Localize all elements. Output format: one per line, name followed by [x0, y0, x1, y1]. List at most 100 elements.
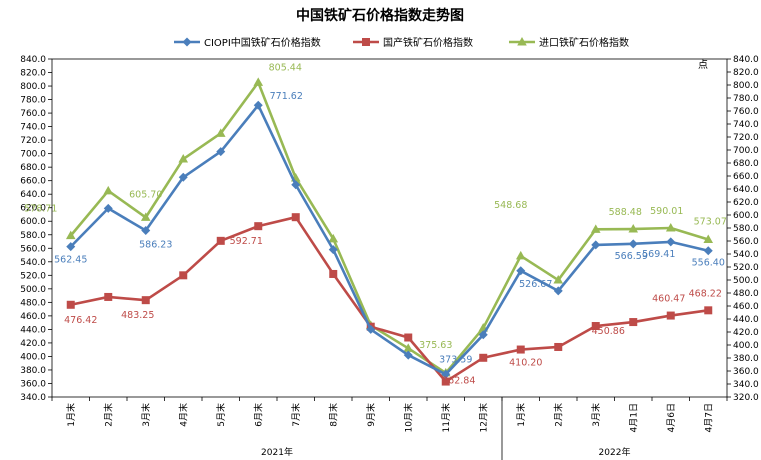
y-tick-label-right: 580.0	[733, 224, 759, 234]
data-point	[404, 333, 413, 342]
legend-label: 进口铁矿石价格指数	[539, 36, 629, 49]
data-point	[103, 185, 114, 195]
data-label: 548.68	[494, 200, 527, 211]
y-tick-label-right: 720.0	[733, 133, 759, 143]
data-label: 450.86	[592, 326, 625, 337]
y-tick-label-right: 740.0	[733, 120, 759, 130]
x-tick-label: 3月末	[140, 403, 152, 427]
data-label: 556.40	[692, 258, 725, 269]
data-point	[703, 246, 713, 256]
data-point	[403, 350, 413, 360]
y-tick-label-left: 480.0	[20, 298, 46, 308]
series-line	[69, 103, 709, 376]
y-tick-label-left: 680.0	[20, 163, 46, 173]
series-2	[65, 77, 714, 377]
data-label: 605.70	[129, 189, 162, 200]
y-tick-label-right: 640.0	[733, 185, 759, 195]
y-tick-label-right: 840.0	[733, 55, 759, 65]
y-tick-label-right: 660.0	[733, 172, 759, 182]
series-line	[69, 81, 709, 375]
y-tick-label-right: 480.0	[733, 289, 759, 299]
y-tick-label-right: 500.0	[733, 276, 759, 286]
data-point	[553, 275, 564, 284]
data-point	[628, 239, 638, 249]
data-point	[178, 154, 189, 163]
data-point	[478, 330, 488, 340]
data-point	[666, 237, 676, 247]
legend-label: CIOPI中国铁矿石价格指数	[204, 36, 321, 49]
series-0	[66, 100, 713, 379]
data-point	[328, 245, 338, 255]
data-point	[516, 345, 525, 354]
data-point	[441, 377, 450, 386]
legend: CIOPI中国铁矿石价格指数 国产铁矿石价格指数 进口铁矿石价格指数	[174, 36, 629, 49]
data-point	[554, 342, 563, 351]
y-tick-label-right: 760.0	[733, 107, 759, 117]
data-point	[666, 311, 675, 320]
y-tick-label-left: 800.0	[20, 82, 46, 92]
x-tick-label: 10月末	[402, 403, 414, 432]
y-tick-label-left: 600.0	[20, 217, 46, 227]
data-label: 578.71	[24, 204, 57, 215]
y-tick-label-right: 700.0	[733, 146, 759, 156]
y-unit-label: 点	[698, 59, 708, 71]
data-point	[215, 128, 226, 137]
x-tick-label: 2月末	[552, 403, 564, 427]
y-tick-label-right: 400.0	[733, 341, 759, 351]
data-label: 592.71	[230, 236, 263, 247]
data-point	[591, 322, 600, 331]
x-tick-label: 9月末	[365, 403, 377, 427]
y-tick-label-right: 800.0	[733, 81, 759, 91]
data-point	[179, 271, 188, 280]
y-tick-label-left: 840.0	[20, 55, 46, 65]
data-point	[628, 224, 639, 233]
data-point	[366, 324, 376, 334]
data-label: 566.59	[615, 251, 648, 262]
y-tick-label-right: 460.0	[733, 302, 759, 312]
data-label: 460.47	[652, 294, 685, 305]
y-tick-label-left: 360.0	[20, 379, 46, 389]
y-tick-label-left: 620.0	[20, 204, 46, 214]
y-tick-label-left: 580.0	[20, 231, 46, 241]
data-point	[178, 172, 188, 182]
data-point	[703, 234, 714, 243]
data-label: 805.44	[269, 62, 302, 73]
y-tick-label-left: 460.0	[20, 312, 46, 322]
y-tick-label-right: 560.0	[733, 237, 759, 247]
x-tick-label: 4月7日	[703, 403, 714, 432]
data-label: 483.25	[121, 310, 154, 321]
y-tick-label-right: 520.0	[733, 263, 759, 273]
y-tick-label-left: 720.0	[20, 136, 46, 146]
y-tick-label-left: 340.0	[20, 393, 46, 403]
x-tick-label: 4月1日	[628, 403, 639, 432]
y-tick-label-left: 740.0	[20, 123, 46, 133]
x-tick-label: 6月末	[252, 403, 264, 427]
y-tick-label-left: 520.0	[20, 271, 46, 281]
y-tick-label-left: 420.0	[20, 339, 46, 349]
chart-title: 中国铁矿石价格指数走势图	[296, 7, 464, 24]
legend-label: 国产铁矿石价格指数	[383, 36, 473, 49]
y-tick-label-left: 560.0	[20, 244, 46, 254]
data-label: 590.01	[650, 206, 683, 217]
data-point	[66, 300, 75, 309]
data-point	[516, 266, 526, 276]
x-tick-label: 5月末	[215, 403, 227, 427]
series-line	[70, 215, 709, 383]
data-point	[704, 306, 713, 315]
data-label: 375.63	[419, 340, 452, 351]
y-tick-label-left: 540.0	[20, 258, 46, 268]
x-tick-label: 4月6日	[666, 403, 677, 432]
data-point	[103, 203, 113, 213]
data-label: 476.42	[64, 315, 97, 326]
y-tick-label-right: 420.0	[733, 328, 759, 338]
data-point	[104, 292, 113, 301]
data-point	[441, 369, 451, 379]
data-point	[479, 353, 488, 362]
data-point	[291, 180, 301, 190]
y-tick-label-left: 760.0	[20, 109, 46, 119]
x-group-label: 2022年	[599, 446, 631, 458]
data-point	[329, 269, 338, 278]
x-tick-label: 12月末	[477, 403, 489, 432]
y-tick-label-right: 340.0	[733, 380, 759, 390]
y-tick-label-left: 640.0	[20, 190, 46, 200]
